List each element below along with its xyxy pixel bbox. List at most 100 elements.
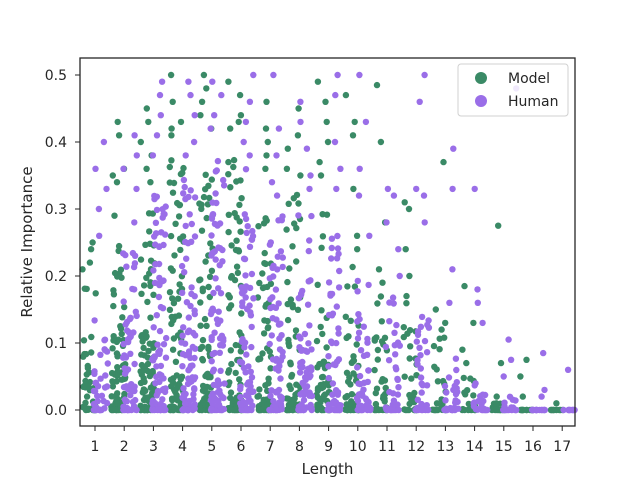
data-point-human xyxy=(182,238,189,246)
data-point-human xyxy=(124,386,132,393)
data-point-human xyxy=(296,369,304,376)
y-tick-label: 0.4 xyxy=(45,135,67,151)
data-point-human xyxy=(190,395,197,403)
x-tick-label: 13 xyxy=(436,439,454,455)
data-point-model xyxy=(88,333,95,341)
outlier-point-model xyxy=(169,98,176,106)
data-point-model xyxy=(202,372,209,380)
data-point-human xyxy=(128,381,135,388)
data-point-model xyxy=(259,270,266,277)
data-point-model xyxy=(261,249,268,257)
data-point-human xyxy=(103,348,111,355)
outlier-point-human xyxy=(449,266,456,273)
data-point-model xyxy=(174,295,182,302)
data-point-human xyxy=(301,330,309,338)
data-point-model xyxy=(232,369,239,377)
data-point-human xyxy=(131,387,138,395)
data-point-human xyxy=(274,253,281,260)
data-point-human xyxy=(124,327,131,334)
data-point-model xyxy=(170,335,178,342)
data-point-human xyxy=(248,236,256,243)
data-point-model xyxy=(238,195,245,202)
data-point-model xyxy=(351,283,359,290)
data-point-human xyxy=(152,219,160,226)
data-point-model xyxy=(231,210,238,217)
x-axis: 1 2 3 4 5 6 7 8 9 10 11 12 13 14 15 16 17 xyxy=(91,426,571,455)
data-point-human xyxy=(303,383,311,390)
data-point-human xyxy=(249,227,256,235)
data-point-human xyxy=(156,281,163,289)
data-point-human xyxy=(484,406,491,414)
data-point-human xyxy=(125,406,133,414)
data-point-model xyxy=(226,379,233,386)
data-point-human xyxy=(298,347,305,354)
data-point-human xyxy=(239,290,246,297)
y-tick-label: 0.2 xyxy=(45,269,67,285)
outlier-point-human xyxy=(332,91,339,99)
data-point-model xyxy=(176,281,183,288)
data-point-model xyxy=(109,406,116,414)
outlier-point-model xyxy=(237,112,245,119)
data-point-human xyxy=(133,312,140,320)
outlier-point-human xyxy=(211,112,218,119)
data-point-human xyxy=(241,211,248,218)
data-point-model xyxy=(260,284,268,291)
data-point-model xyxy=(319,373,327,381)
outlier-point-human xyxy=(246,98,254,106)
data-point-model xyxy=(140,282,148,289)
data-point-model xyxy=(207,240,214,247)
outlier-point-model xyxy=(373,81,381,89)
data-point-human xyxy=(306,237,313,244)
data-point-model xyxy=(411,389,418,397)
data-point-human xyxy=(120,406,127,414)
data-point-human xyxy=(211,329,218,336)
data-point-human xyxy=(208,232,215,239)
data-point-human xyxy=(150,267,157,274)
outlier-point-model xyxy=(316,158,323,166)
data-point-human xyxy=(101,337,108,344)
data-point-model xyxy=(83,393,91,400)
data-point-model xyxy=(267,280,275,287)
data-point-human xyxy=(213,167,220,174)
data-point-human xyxy=(242,369,249,376)
data-point-model xyxy=(373,334,380,341)
data-point-model xyxy=(318,244,325,251)
data-point-model xyxy=(199,287,206,295)
data-point-human xyxy=(418,389,425,396)
outlier-point-model xyxy=(461,282,468,290)
data-point-model xyxy=(137,256,145,263)
outlier-point-human xyxy=(366,232,373,239)
data-point-human xyxy=(181,269,188,276)
data-point-human xyxy=(97,351,104,358)
data-point-human xyxy=(419,382,426,389)
data-point-model xyxy=(294,306,302,313)
data-point-human xyxy=(133,406,140,414)
data-point-model xyxy=(176,201,184,209)
outlier-point-human xyxy=(149,152,157,159)
data-point-model xyxy=(140,344,147,352)
y-axis: 0.0 0.1 0.2 0.3 0.4 0.5 xyxy=(45,68,80,419)
outlier-point-human xyxy=(474,299,481,306)
data-point-human xyxy=(240,339,247,346)
data-point-human xyxy=(156,349,163,356)
data-point-model xyxy=(295,200,302,207)
data-point-human xyxy=(303,369,310,376)
outlier-point-human xyxy=(185,78,192,85)
data-point-human xyxy=(295,212,302,219)
data-point-human xyxy=(130,263,138,271)
data-point-model xyxy=(197,276,204,283)
data-point-human xyxy=(153,373,160,381)
data-point-model xyxy=(377,293,385,300)
outlier-point-model xyxy=(143,105,150,112)
data-point-model xyxy=(206,194,213,202)
data-point-model xyxy=(171,252,178,259)
data-point-model xyxy=(283,406,291,414)
data-point-model xyxy=(401,373,408,380)
data-point-human xyxy=(211,248,218,255)
data-point-human xyxy=(307,277,314,284)
data-point-model xyxy=(348,391,356,398)
outlier-point-model xyxy=(553,400,560,407)
data-point-human xyxy=(247,312,255,319)
data-point-human xyxy=(335,284,343,291)
data-point-human xyxy=(325,363,332,370)
